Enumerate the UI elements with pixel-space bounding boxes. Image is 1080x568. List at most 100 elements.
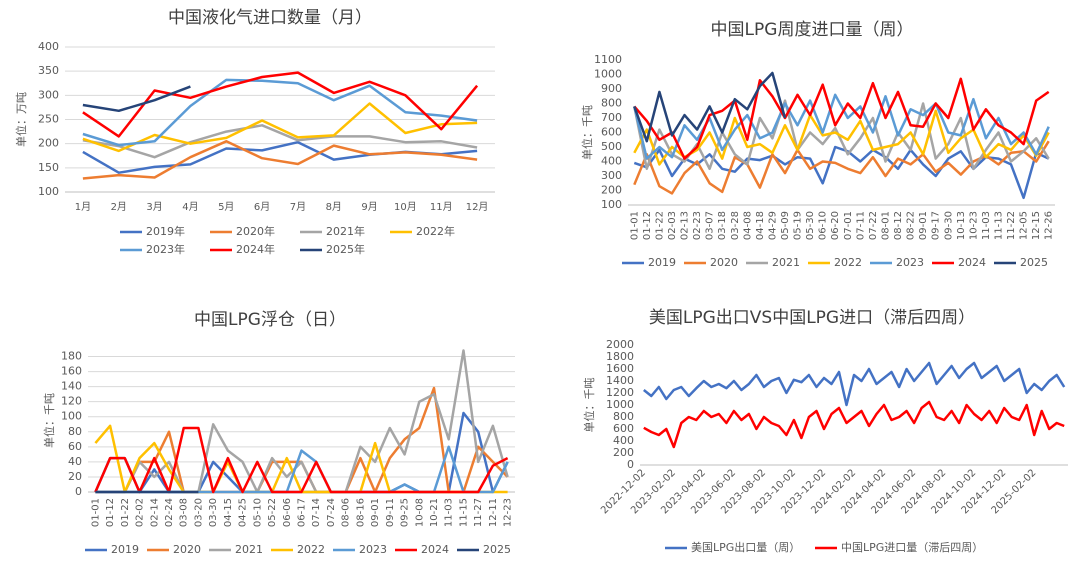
x-tick-label: 05-09 <box>780 211 791 240</box>
series-line <box>82 78 478 147</box>
x-tick-label: 09-25 <box>400 498 411 527</box>
x-tick-label: 01-01 <box>90 498 101 527</box>
chart: 中国液化气进口数量（月） 单位：万吨 100 150 200 250 300 350 400 1月… <box>14 8 495 256</box>
legend-label: 2025年 <box>326 242 365 256</box>
y-tick-label: 150 <box>38 161 59 174</box>
y-tick-label: 40 <box>68 455 82 468</box>
series-line <box>82 124 478 159</box>
x-tick-label: 03-08 <box>179 498 190 527</box>
legend-label: 2022 <box>834 256 862 269</box>
y-tick-label: 100 <box>38 185 59 198</box>
x-tick-label: 08-12 <box>893 211 904 240</box>
y-tick-label: 600 <box>613 422 634 435</box>
y-tick-label: 400 <box>613 434 634 447</box>
x-tick-label: 03-28 <box>730 211 741 240</box>
x-tick-label: 03-18 <box>717 211 728 240</box>
series-line <box>82 85 191 113</box>
x-tick-label: 01-12 <box>642 211 653 240</box>
y-tick-label: 140 <box>61 380 82 393</box>
x-tick-label: 08-16 <box>355 498 366 527</box>
y-tick-label: 120 <box>61 395 82 408</box>
x-tick-label: 02-14 <box>149 498 160 527</box>
y-tick-label: 100 <box>601 198 622 211</box>
y-axis-label: 单位：万吨 <box>14 92 28 147</box>
x-tick-label: 10-08 <box>414 498 425 527</box>
x-tick-label: 5月 <box>218 201 234 213</box>
chart: 美国LPG出口VS中国LPG进口（滞后四周） 单位：千吨 0200400600800… <box>582 308 1068 554</box>
series-line <box>633 71 787 143</box>
x-tick-label: 04-29 <box>767 211 778 240</box>
legend-label: 2019 <box>111 543 139 556</box>
y-tick-label: 20 <box>68 470 82 483</box>
y-tick-label: 250 <box>38 113 59 126</box>
legend-label: 美国LPG出口量（周） <box>691 540 800 554</box>
x-tick-label: 07-14 <box>311 498 322 527</box>
series-line <box>82 140 478 180</box>
x-tick-label: 10月 <box>394 201 417 213</box>
series-line <box>82 71 479 138</box>
series-line <box>82 102 478 153</box>
x-tick-label: 06-10 <box>818 211 829 240</box>
y-tick-label: 180 <box>61 350 82 363</box>
x-tick-label: 7月 <box>290 201 306 213</box>
x-tick-label: 02-23 <box>692 211 703 240</box>
x-tick-label: 06-06 <box>282 498 293 527</box>
y-tick-label: 2000 <box>606 338 634 351</box>
y-tick-label: 400 <box>601 155 622 168</box>
y-tick-label: 800 <box>613 410 634 423</box>
x-tick-label: 02-24 <box>164 498 175 527</box>
legend-label: 2023年 <box>146 242 185 256</box>
series-line <box>633 109 1050 166</box>
x-tick-label: 03-30 <box>208 498 219 527</box>
x-tick-label: 09-17 <box>931 211 942 240</box>
x-tick-label: 07-01 <box>843 211 854 240</box>
x-tick-label: 12月 <box>466 201 489 213</box>
y-tick-label: 300 <box>38 88 59 101</box>
y-tick-label: 160 <box>61 365 82 378</box>
x-tick-label: 09-11 <box>385 498 396 527</box>
x-tick-label: 07-11 <box>855 211 866 240</box>
x-tick-label: 09-30 <box>943 211 954 240</box>
chart-title: 中国LPG周度进口量（周） <box>711 20 914 40</box>
legend-label: 2022年 <box>416 224 455 238</box>
series-line <box>95 349 509 494</box>
y-tick-label: 200 <box>613 446 634 459</box>
x-tick-label: 09-01 <box>918 211 929 240</box>
x-tick-label: 12-15 <box>1031 211 1042 240</box>
x-tick-label: 09-01 <box>370 498 381 527</box>
y-tick-label: 400 <box>38 40 59 53</box>
legend-label: 2021 <box>235 543 263 556</box>
x-tick-label: 04-25 <box>238 498 249 527</box>
x-tick-label: 08-06 <box>341 498 352 527</box>
y-tick-label: 0 <box>627 458 634 471</box>
x-tick-label: 01-22 <box>120 498 131 527</box>
series-line <box>633 99 1050 171</box>
x-tick-label: 10-21 <box>429 498 440 527</box>
y-tick-label: 800 <box>601 97 622 110</box>
chart-title: 中国LPG浮仓（日） <box>194 310 346 330</box>
x-tick-label: 02-13 <box>680 211 691 240</box>
x-tick-label: 08-22 <box>906 211 917 240</box>
y-tick-label: 600 <box>601 126 622 139</box>
y-axis-label: 单位：千吨 <box>42 393 56 448</box>
legend-label: 2019 <box>648 256 676 269</box>
series-line <box>643 361 1066 407</box>
x-tick-label: 01-12 <box>105 498 116 527</box>
y-axis-label: 单位：千吨 <box>580 105 594 160</box>
x-tick-label: 04-15 <box>223 498 234 527</box>
y-tick-label: 700 <box>601 111 622 124</box>
y-tick-label: 1800 <box>606 350 634 363</box>
y-tick-label: 80 <box>68 425 82 438</box>
x-tick-label: 12-11 <box>488 498 499 527</box>
x-tick-label: 3月 <box>146 201 162 213</box>
y-tick-label: 60 <box>68 440 82 453</box>
x-tick-label: 11-03 <box>444 498 455 527</box>
x-tick-label: 01-01 <box>629 211 640 240</box>
x-tick-label: 11-27 <box>473 498 484 527</box>
x-tick-label: 8月 <box>326 201 342 213</box>
y-tick-label: 500 <box>601 140 622 153</box>
x-tick-label: 10-13 <box>956 211 967 240</box>
x-tick-label: 10-23 <box>968 211 979 240</box>
series-line <box>633 145 1050 200</box>
